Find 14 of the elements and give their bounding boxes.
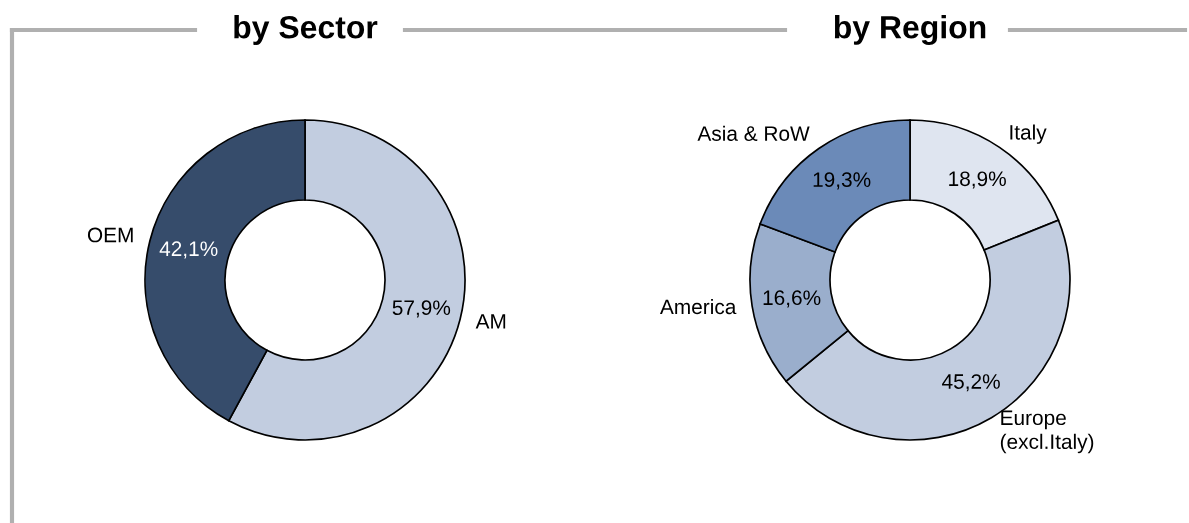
slice-label: OEM <box>87 227 133 243</box>
slice-label: Italy <box>1010 124 1047 144</box>
data-label: 42,1% <box>159 241 218 259</box>
data-label: 16,6% <box>763 290 821 308</box>
data-label: 57,9% <box>392 300 451 318</box>
slice-label: America <box>659 298 737 315</box>
data-label: 45,2% <box>942 374 1000 392</box>
slice-label: Asia & RoW <box>697 125 810 141</box>
chart-title: by Sector <box>234 15 378 45</box>
slice-label: Europe (excl.Italy) <box>1000 410 1094 454</box>
data-label: 18,9% <box>949 171 1006 189</box>
slice-label: AM <box>475 314 506 329</box>
chart-title: by Region <box>834 15 986 45</box>
data-label: 19,3% <box>813 172 871 190</box>
